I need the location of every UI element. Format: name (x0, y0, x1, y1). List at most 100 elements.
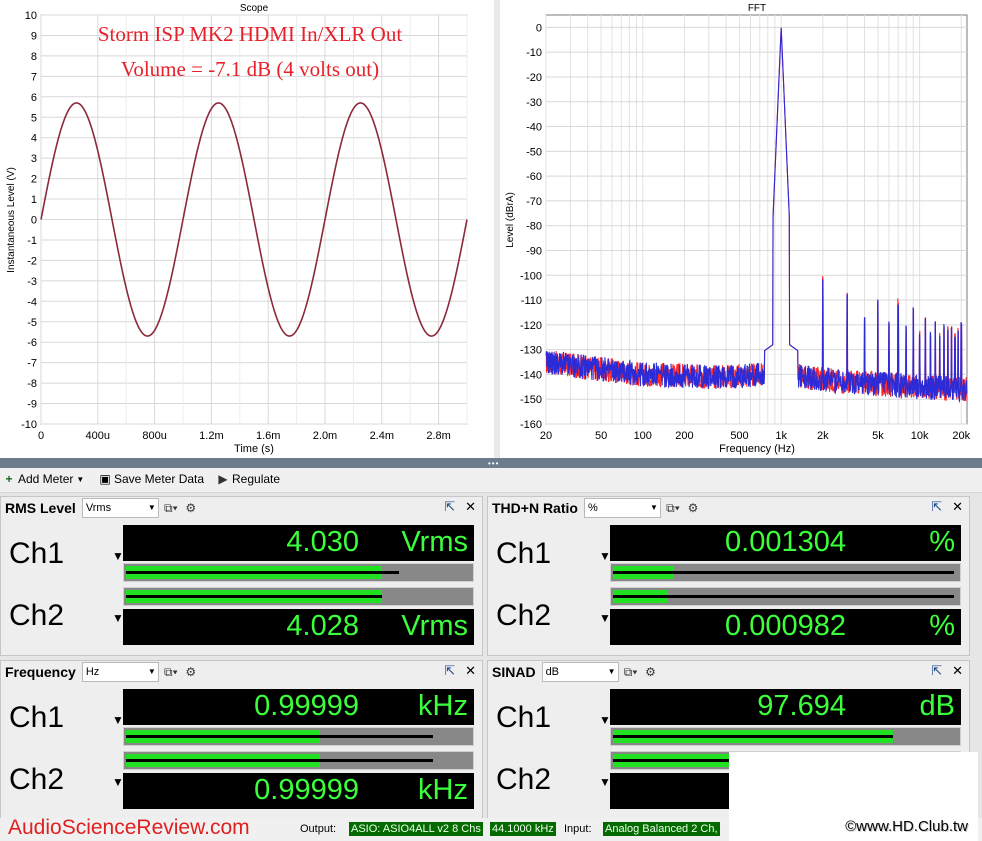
input-device[interactable]: Analog Balanced 2 Ch, (603, 822, 720, 836)
ch1-level-bar (123, 727, 474, 746)
chevron-down-icon: ▼ (607, 667, 616, 676)
ch2-peak-line (126, 595, 382, 598)
ch2-row: Ch2 ▼ 4.028 Vrms (1, 585, 482, 651)
graph-options-icon[interactable]: ⧉▾ (164, 665, 178, 679)
scope-y-tick: -10 (21, 419, 37, 431)
fft-y-tick: -160 (520, 419, 542, 431)
popout-icon[interactable]: ⇱ (444, 663, 456, 678)
ch1-value: 0.99999 (254, 690, 359, 722)
fft-y-tick: -60 (526, 171, 542, 183)
ch1-peak-line (613, 735, 893, 738)
fft-y-tick: -70 (526, 196, 542, 208)
ch1-readout: 0.99999 kHz (123, 689, 474, 725)
ch2-row: Ch2 ▼ 0.000982 % (488, 585, 969, 651)
save-meter-data-button[interactable]: ▣ Save Meter Data (99, 472, 204, 486)
fft-y-tick: -50 (526, 146, 542, 158)
gear-icon[interactable]: ⚙ (687, 501, 699, 515)
scope-y-tick: 6 (31, 92, 37, 104)
unit-select[interactable]: Vrms ▼ (81, 498, 159, 518)
popout-icon[interactable]: ⇱ (931, 499, 943, 514)
chevron-down-icon: ▼ (650, 503, 658, 512)
gear-icon[interactable]: ⚙ (185, 665, 197, 679)
scope-x-tick: 1.2m (199, 430, 223, 442)
ch1-readout: 97.694 dB (610, 689, 961, 725)
ch1-peak-line (126, 571, 399, 574)
graph-options-icon[interactable]: ⧉▾ (666, 501, 680, 515)
close-icon[interactable]: ✕ (952, 663, 963, 678)
unit-select[interactable]: % ▼ (583, 498, 661, 518)
fft-x-tick: 200 (675, 430, 693, 442)
popout-icon[interactable]: ⇱ (444, 499, 456, 514)
ch1-menu-arrow-icon[interactable]: ▼ (112, 713, 124, 727)
ch1-label: Ch1 (496, 537, 552, 570)
fft-x-tick: 10k (911, 430, 929, 442)
unit-select[interactable]: Hz ▼ (81, 662, 159, 682)
ch2-menu-arrow-icon[interactable]: ▼ (112, 775, 124, 789)
close-icon[interactable]: ✕ (465, 499, 476, 514)
graph-options-icon[interactable]: ⧉▾ (164, 501, 178, 515)
gear-icon[interactable]: ⚙ (185, 501, 197, 515)
fft-y-tick: -100 (520, 270, 542, 282)
close-icon[interactable]: ✕ (952, 499, 963, 514)
sample-rate[interactable]: 44.1000 kHz (490, 822, 556, 836)
ch2-label: Ch2 (9, 599, 65, 632)
fft-y-axis-label: Level (dBrA) (505, 192, 516, 248)
ch2-value: 0.99999 (254, 774, 359, 806)
scope-x-tick: 2.4m (370, 430, 394, 442)
output-device[interactable]: ASIO: ASIO4ALL v2 8 Chs (349, 822, 483, 836)
ch1-peak-line (613, 571, 954, 574)
popout-icon[interactable]: ⇱ (931, 663, 943, 678)
add-meter-button[interactable]: + Add Meter ▼ (3, 472, 84, 486)
scope-x-tick: 0 (38, 430, 44, 442)
ch1-menu-arrow-icon[interactable]: ▼ (112, 549, 124, 563)
fft-y-tick: -20 (526, 72, 542, 84)
unit-select[interactable]: dB ▼ (541, 662, 619, 682)
scope-x-tick: 400u (86, 430, 110, 442)
ch1-menu-arrow-icon[interactable]: ▼ (599, 549, 611, 563)
watermark-box: ©www.HD.Club.tw (729, 752, 978, 841)
fft-x-tick: 1k (775, 430, 787, 442)
scope-title: Scope (240, 3, 269, 14)
scope-y-tick: -3 (27, 276, 37, 288)
panel-header: RMS Level Vrms ▼ ⧉▾ ⚙ ⇱ ✕ (1, 497, 482, 519)
freq-meter-panel: Frequency Hz ▼ ⧉▾ ⚙ ⇱ ✕ Ch1 ▼ 0.99999 kH… (0, 660, 483, 820)
ch2-menu-arrow-icon[interactable]: ▼ (112, 611, 124, 625)
scope-y-tick: 4 (31, 133, 37, 145)
close-icon[interactable]: ✕ (465, 663, 476, 678)
scope-y-tick: -8 (27, 378, 37, 390)
unit-select-value: Vrms (85, 502, 112, 514)
fft-x-tick: 5k (872, 430, 884, 442)
unit-select-value: dB (545, 666, 560, 678)
gear-icon[interactable]: ⚙ (645, 665, 656, 679)
ch1-menu-arrow-icon[interactable]: ▼ (599, 713, 611, 727)
scope-graph[interactable]: Scope 10 9 8 7 6 5 4 3 2 1 0 -1 -2 -3 -4 -5 -6 -7 -8 -9 -10 0 4… (0, 0, 494, 458)
ch2-menu-arrow-icon[interactable]: ▼ (599, 775, 611, 789)
fft-x-tick: 500 (730, 430, 748, 442)
ch2-value: 0.000982 (725, 610, 846, 642)
fft-chart: FFT 20 50 100 200 500 1k 2k 5k 10k 20k 0 -10 -20 -30 -4… (505, 3, 971, 455)
output-label: Output: (300, 823, 337, 835)
scope-y-tick: -2 (27, 255, 37, 267)
fft-y-tick: -150 (520, 394, 542, 406)
ch1-level-bar (610, 563, 961, 582)
meter-toolbar: + Add Meter ▼ ▣ Save Meter Data ▶ Regula… (0, 468, 982, 493)
fft-y-tick: -80 (526, 221, 542, 233)
thd-meter-panel: THD+N Ratio % ▼ ⧉▾ ⚙ ⇱ ✕ Ch1 ▼ 0.001304 … (487, 496, 970, 656)
scope-y-axis-label: Instantaneous Level (V) (6, 167, 17, 273)
regulate-button[interactable]: ▶ Regulate (217, 472, 280, 486)
graph-options-icon[interactable]: ⧉▾ (623, 665, 638, 679)
ch2-readout: 0.000982 % (610, 609, 961, 645)
ch2-unit: kHz (418, 774, 468, 806)
ch2-level-bar (123, 587, 474, 606)
chevron-down-icon: ▼ (147, 503, 156, 512)
chevron-down-icon: ▼ (147, 667, 156, 676)
scope-y-tick: -9 (27, 399, 37, 411)
ch2-unit: % (929, 610, 955, 642)
input-label: Input: (564, 823, 592, 835)
panel-splitter[interactable]: ••• (0, 458, 982, 468)
fft-graph[interactable]: FFT 20 50 100 200 500 1k 2k 5k 10k 20k 0 -10 -20 -30 -4… (500, 0, 982, 458)
save-meter-label: Save Meter Data (114, 472, 205, 486)
dropdown-arrow-icon: ▼ (76, 474, 85, 484)
fft-x-tick: 50 (595, 430, 607, 442)
ch2-menu-arrow-icon[interactable]: ▼ (599, 611, 611, 625)
